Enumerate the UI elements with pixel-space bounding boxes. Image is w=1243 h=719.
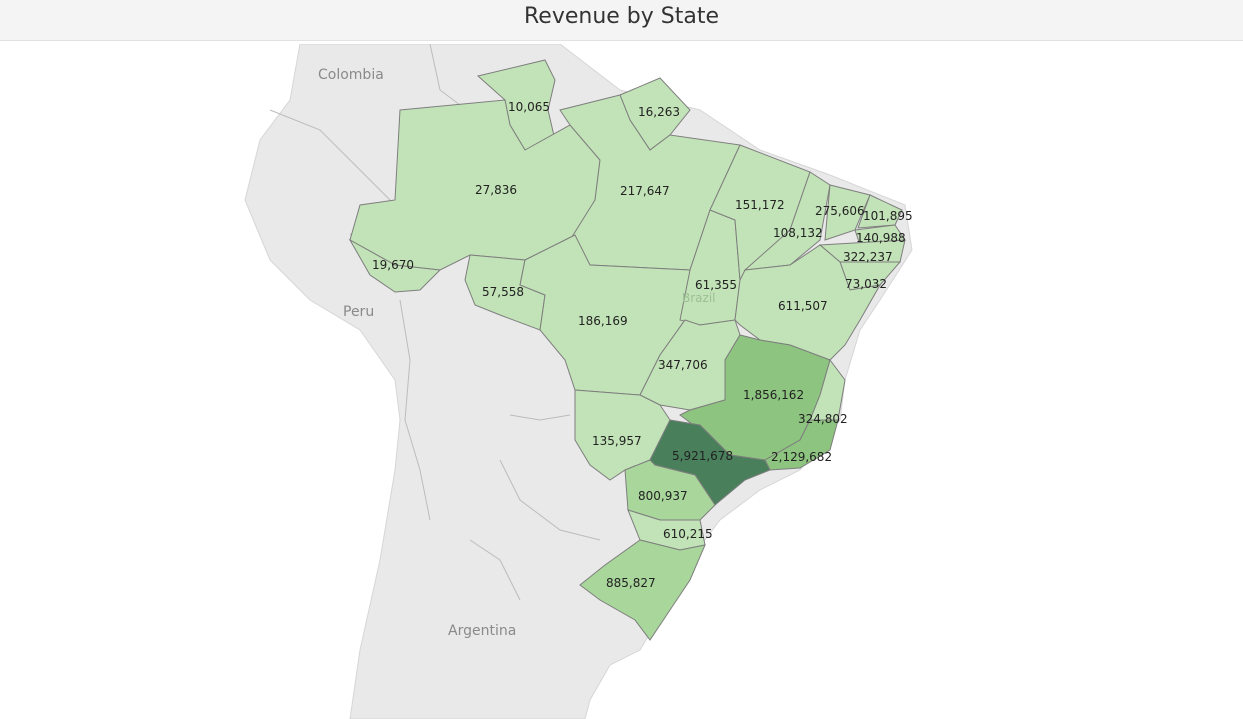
state-bahia[interactable] [734, 244, 881, 361]
value-label: 275,606 [815, 204, 865, 218]
state-rio-de-janeiro[interactable] [764, 419, 839, 471]
value-label: 151,172 [735, 198, 785, 212]
value-label: 885,827 [606, 576, 656, 590]
value-label: 10,065 [508, 100, 550, 114]
header-bar: Revenue by State [0, 0, 1243, 41]
value-label: 800,937 [638, 489, 688, 503]
brazil-states [348, 59, 906, 641]
value-label: 611,507 [778, 299, 828, 313]
map-svg[interactable]: Colombia Peru Argentina Brazil 10,065 16… [0, 44, 1243, 719]
state-acre[interactable] [348, 238, 442, 293]
value-label: 19,670 [372, 258, 414, 272]
value-label: 1,856,162 [743, 388, 804, 402]
map-container[interactable]: Colombia Peru Argentina Brazil 10,065 16… [0, 44, 1243, 719]
value-label: 5,921,678 [672, 449, 733, 463]
country-label-colombia: Colombia [318, 67, 384, 83]
value-label: 217,647 [620, 184, 670, 198]
state-value-labels: 10,065 16,263 27,836 217,647 151,172 275… [372, 100, 913, 590]
value-label: 322,237 [843, 250, 893, 264]
value-label: 61,355 [695, 278, 737, 292]
page-title: Revenue by State [523, 4, 719, 29]
value-label: 73,032 [845, 277, 887, 291]
value-label: 324,802 [798, 412, 848, 426]
value-label: 610,215 [663, 527, 713, 541]
value-label: 27,836 [475, 183, 517, 197]
country-borders [269, 44, 601, 601]
value-label: 2,129,682 [771, 450, 832, 464]
value-label: 347,706 [658, 358, 708, 372]
value-label: 16,263 [638, 105, 680, 119]
country-label-peru: Peru [343, 304, 374, 320]
value-label: 57,558 [482, 285, 524, 299]
value-label: 101,895 [863, 209, 913, 223]
value-label: 108,132 [773, 226, 823, 240]
state-rio-grande-do-sul[interactable] [579, 539, 706, 641]
country-label-argentina: Argentina [448, 623, 516, 639]
value-label: 186,169 [578, 314, 628, 328]
country-label-brazil: Brazil [682, 291, 716, 305]
value-label: 135,957 [592, 434, 642, 448]
value-label: 140,988 [856, 231, 906, 245]
